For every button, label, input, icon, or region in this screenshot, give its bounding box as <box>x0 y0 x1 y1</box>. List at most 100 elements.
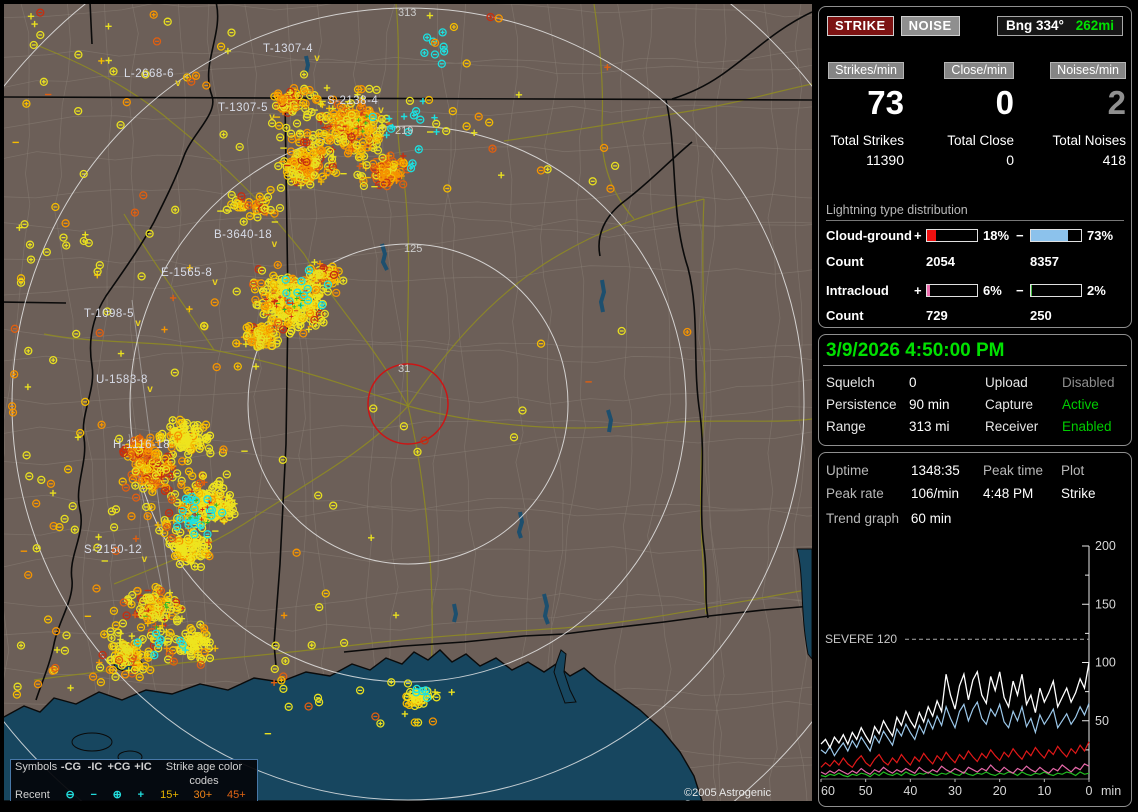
distribution-heading: Lightning type distribution <box>826 203 1124 221</box>
legend-col-ic-minus: -IC <box>87 761 103 773</box>
clock-settings-panel: 3/9/2026 4:50:00 PM Squelch 0 Upload Disabl… <box>818 334 1132 446</box>
strike-mode-button[interactable]: STRIKE <box>827 16 894 36</box>
legend-col-cg-plus: +CG <box>107 761 131 773</box>
map-legend: Symbols -CG -IC +CG +IC Strike age color… <box>10 759 258 801</box>
trend-x-tick: 40 <box>903 784 917 798</box>
storm-cell-label[interactable]: B-3640-18 <box>214 229 272 241</box>
legend-col-ic-plus: +IC <box>134 761 152 773</box>
storm-cell-label[interactable]: S-2150-12 <box>84 544 142 556</box>
trend-y-tick: 100 <box>1095 656 1116 670</box>
trend-graph-row: Trend graph 60 min <box>819 502 1131 526</box>
storm-cell-labels: T-1307-4vL-2668-6vS-2138-4vT-1307-5vB-36… <box>84 43 384 565</box>
trend-x-tick: 10 <box>1037 784 1051 798</box>
setting-313-mi: 313 mi <box>909 419 950 434</box>
storm-cell-label[interactable]: E-1565-8 <box>161 267 212 279</box>
trend-graph-label: Trend graph <box>826 511 900 526</box>
cloud-ground-row: Cloud-ground + 18% − 73% <box>826 228 1120 243</box>
date-time: 3/9/2026 4:50:00 PM <box>826 340 1005 361</box>
strike-symbol-icon: ⊕ <box>112 789 122 801</box>
session-peak-time: Peak time <box>983 463 1044 478</box>
session-grid: Uptime 1348:35 Peak time Plot Peak rate 106/m… <box>819 453 1131 502</box>
trend-y-tick: 200 <box>1095 539 1116 553</box>
trend-series-cg- <box>820 700 1090 757</box>
trend-x-tick: 50 <box>859 784 873 798</box>
plus-sign: + <box>914 283 922 298</box>
cg-minus-pct: 73% <box>1087 228 1114 243</box>
legend-age-title: Strike age color codes <box>165 761 243 787</box>
severe-threshold-label: SEVERE 120 <box>825 632 897 646</box>
trend-y-tick: 150 <box>1095 597 1116 611</box>
range-ring-label: 219 <box>395 125 413 137</box>
setting-disabled: Disabled <box>1062 375 1115 390</box>
noises-per-min-value: 2 <box>1107 84 1126 121</box>
strike-stats-panel: STRIKE NOISE Bng 334° 262mi Strikes/min C… <box>818 6 1132 328</box>
minus-sign: − <box>1016 228 1024 243</box>
total-noises-label: Total Noises <box>1052 133 1126 148</box>
storm-cell-marker-icon: v <box>314 53 320 64</box>
age-code-30plus: 30+ <box>193 789 213 801</box>
storm-cell-marker-icon: v <box>378 105 384 116</box>
trend-x-tick: 0 <box>1086 784 1093 798</box>
total-strikes-value: 11390 <box>866 152 904 168</box>
strikes-per-min-badge[interactable]: Strikes/min <box>828 62 904 79</box>
bearing-label: Bng 334° <box>1006 18 1064 33</box>
noises-per-min-badge[interactable]: Noises/min <box>1050 62 1126 79</box>
age-code-45plus: 45+ <box>226 789 246 801</box>
session-4-48-pm: 4:48 PM <box>983 486 1034 501</box>
bearing-readout: Bng 334° 262mi <box>997 16 1123 36</box>
total-noises-value: 418 <box>1102 152 1126 168</box>
storm-cell-marker-icon: v <box>142 554 148 565</box>
cg-plus-pct: 18% <box>983 228 1010 243</box>
close-per-min-badge[interactable]: Close/min <box>944 62 1014 79</box>
divider <box>823 365 1127 366</box>
trend-y-tick: 50 <box>1095 714 1109 728</box>
trend-series-ic- <box>820 763 1090 776</box>
storm-cell-marker-icon: v <box>147 384 153 395</box>
strike-symbol-icon: ⊖ <box>65 789 75 801</box>
strike-symbol-icon: − <box>90 789 97 801</box>
count-label: Count <box>826 308 864 323</box>
legend-col-cg-minus: -CG <box>60 761 82 773</box>
storm-cell-label[interactable]: T-1098-5 <box>84 308 134 320</box>
storm-cell-label[interactable]: H-1116-18 <box>113 439 170 451</box>
total-close-value: 0 <box>1006 152 1014 168</box>
total-close-label: Total Close <box>947 133 1014 148</box>
range-rings <box>4 4 812 801</box>
legend-row-recent: Recent ⊖ − ⊕ +15+ 30+ 45+ <box>11 788 257 801</box>
strike-symbol-icon: + <box>137 789 145 801</box>
close-per-min-value: 0 <box>995 84 1014 121</box>
cg-minus-count: 8357 <box>1030 254 1059 269</box>
session-uptime: Uptime <box>826 463 869 478</box>
storm-cell-label[interactable]: T-1307-5 <box>218 102 268 114</box>
ic-minus-bar <box>1030 284 1082 297</box>
trend-x-tick: 30 <box>948 784 962 798</box>
range-ring-label: 313 <box>398 7 416 19</box>
setting-0: 0 <box>909 375 917 390</box>
strikes-per-min-value: 73 <box>867 84 904 121</box>
range-ring-label: 31 <box>398 363 410 375</box>
age-code-15plus: 15+ <box>160 789 179 801</box>
setting-persistence: Persistence <box>826 397 897 412</box>
total-strikes-label: Total Strikes <box>830 133 904 148</box>
range-ring-label: 125 <box>404 243 422 255</box>
ic-minus-count: 250 <box>1030 308 1052 323</box>
storm-cell-label[interactable]: L-2668-6 <box>124 68 174 80</box>
copyright: ©2005 Astrogenic Systems <box>684 787 771 801</box>
setting-active: Active <box>1062 397 1099 412</box>
ic-count-row: Count 729 250 <box>826 308 1052 323</box>
lightning-map[interactable]: 313 219 125 31 T-1307-4 v L-2668-6 v S-2138-4 v T… <box>4 4 812 801</box>
storm-cell-label[interactable]: S-2138-4 <box>327 95 378 107</box>
storm-cell-label[interactable]: U-1583-8 <box>96 374 148 386</box>
ic-plus-pct: 6% <box>983 283 1002 298</box>
setting-squelch: Squelch <box>826 375 875 390</box>
cg-count-row: Count 2054 8357 <box>826 254 1059 269</box>
storm-cell-label[interactable]: T-1307-4 <box>263 43 313 55</box>
ic-plus-bar <box>926 284 978 297</box>
trend-series-total-strikes <box>820 662 1090 749</box>
storm-cell-marker-icon: v <box>272 239 278 250</box>
trend-series-cg- <box>820 741 1090 769</box>
session-plot: Plot <box>1061 463 1085 478</box>
setting-receiver: Receiver <box>985 419 1039 434</box>
noise-mode-button[interactable]: NOISE <box>900 16 960 36</box>
